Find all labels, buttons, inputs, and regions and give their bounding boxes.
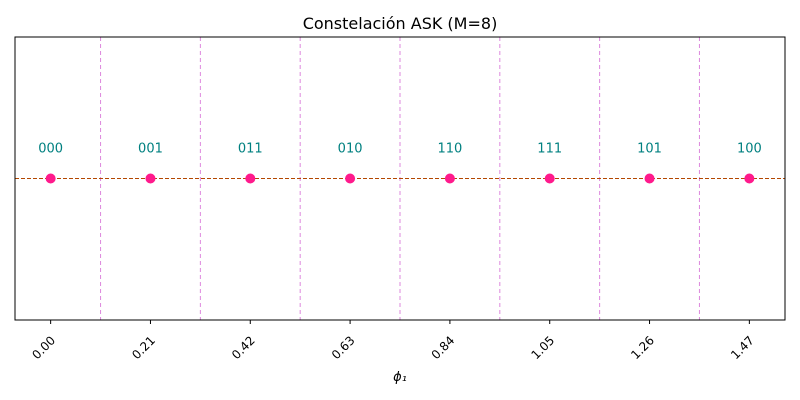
plot-frame <box>14 36 786 321</box>
data-point <box>345 173 356 184</box>
x-tick-label: 0.00 <box>29 333 58 362</box>
point-label: 001 <box>138 142 163 157</box>
data-point <box>45 173 56 184</box>
data-point <box>444 173 455 184</box>
chart-title: Constelación ASK (M=8) <box>303 14 498 33</box>
point-label: 110 <box>437 142 462 157</box>
x-tick-label: 0.63 <box>329 333 358 362</box>
data-point <box>744 173 755 184</box>
x-tick-label: 0.21 <box>129 333 158 362</box>
point-label: 000 <box>38 142 63 157</box>
x-tick-label: 1.26 <box>628 333 657 362</box>
point-label: 100 <box>737 142 762 157</box>
point-label: 111 <box>537 142 562 157</box>
x-axis: 0.00 0.21 0.42 0.63 0.84 1.05 1.26 1.47 <box>29 320 757 362</box>
point-label: 010 <box>338 142 363 157</box>
data-point <box>145 173 156 184</box>
point-label: 101 <box>637 142 662 157</box>
data-point <box>245 173 256 184</box>
data-point <box>644 173 655 184</box>
x-tick-label: 0.42 <box>229 333 258 362</box>
x-tick-label: 1.05 <box>528 333 557 362</box>
data-point <box>544 173 555 184</box>
x-tick-label: 1.47 <box>728 333 757 362</box>
x-axis-label: ϕ₁ <box>393 370 407 385</box>
x-tick-label: 0.84 <box>429 333 458 362</box>
plot-area: 000 001 011 010 110 111 101 100 <box>15 37 785 320</box>
point-label: 011 <box>238 142 263 157</box>
